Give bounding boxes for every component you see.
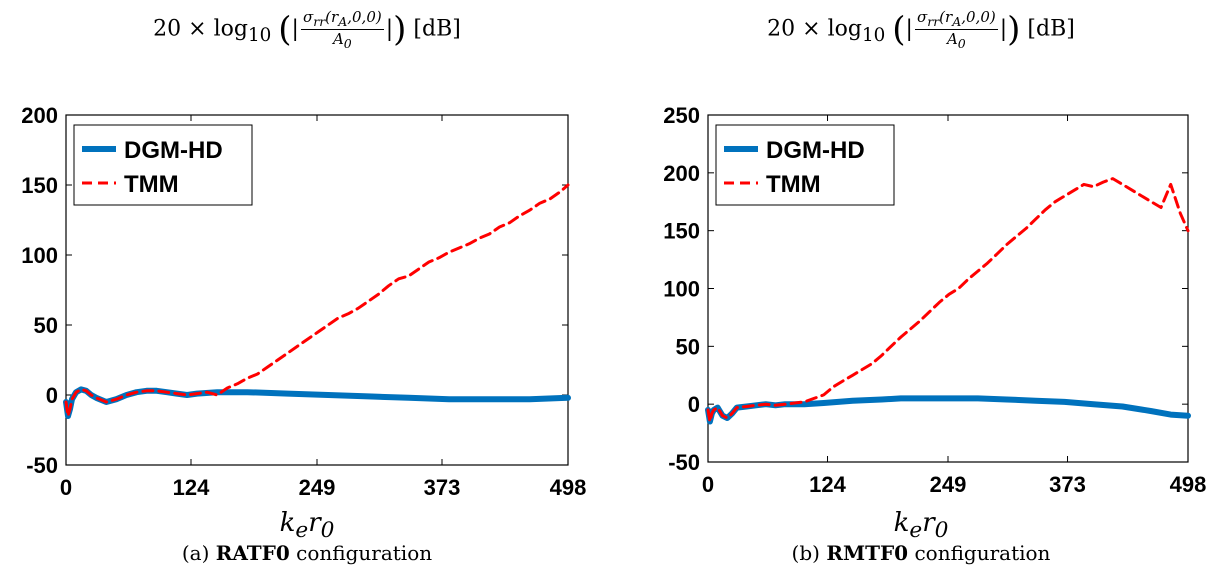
y-tick-label: 0 bbox=[46, 383, 58, 408]
y-tick-label: -50 bbox=[26, 453, 58, 478]
y-tick-label: 150 bbox=[21, 173, 58, 198]
x-axis-label: ker0 bbox=[0, 508, 614, 543]
title-num-end: ,0,0) bbox=[347, 8, 382, 26]
title-log-base: 10 bbox=[861, 24, 886, 46]
legend-label: DGM-HD bbox=[766, 137, 865, 164]
x-axis-label: ker0 bbox=[614, 508, 1228, 543]
series-line-tmm bbox=[64, 183, 570, 418]
y-tick-label: 250 bbox=[663, 103, 700, 128]
title-num: σ bbox=[302, 8, 314, 26]
title-num-sub2: A bbox=[338, 14, 348, 29]
title-den: A bbox=[946, 30, 958, 48]
title-right-paren: ) bbox=[1007, 9, 1021, 50]
title-num-rest: (r bbox=[939, 8, 953, 26]
xlabel-r: r bbox=[922, 508, 935, 538]
legend bbox=[715, 124, 895, 206]
title-left-paren: ( bbox=[278, 9, 292, 50]
x-tick-label: 124 bbox=[809, 472, 846, 497]
xlabel-sub-e: e bbox=[909, 518, 923, 544]
title-den: A bbox=[332, 30, 344, 48]
caption-label: (a) bbox=[181, 541, 210, 565]
panel-b: 20 × log10 (| σrr(rA,0,0) A0 |) [dB] -50 0 50… bbox=[614, 0, 1228, 577]
xlabel-r: r bbox=[308, 508, 321, 538]
caption-name: RATF0 bbox=[215, 541, 290, 565]
x-tick-label: 124 bbox=[173, 475, 210, 500]
title-left-paren: ( bbox=[892, 9, 906, 50]
x-tick-label: 249 bbox=[299, 475, 336, 500]
y-tick-label: 50 bbox=[34, 313, 58, 338]
caption-suffix: configuration bbox=[914, 541, 1051, 565]
title-den-sub: 0 bbox=[343, 36, 352, 51]
title-log-base: 10 bbox=[247, 24, 272, 46]
xlabel-sub-e: e bbox=[295, 518, 309, 544]
figure-caption: (a) RATF0 configuration bbox=[0, 541, 614, 565]
title-num: σ bbox=[916, 8, 928, 26]
series-line-tmm bbox=[706, 177, 1190, 423]
legend-label: TMM bbox=[766, 171, 821, 198]
title-prefix: 20 × log bbox=[153, 16, 248, 42]
title-num-sub: rr bbox=[313, 14, 326, 29]
x-tick-label: 249 bbox=[930, 472, 967, 497]
y-tick-label: 100 bbox=[663, 277, 700, 302]
xlabel-sub-0: 0 bbox=[320, 518, 335, 544]
legend bbox=[73, 124, 253, 206]
y-tick-label: 200 bbox=[663, 161, 700, 186]
title-fraction: σrr(rA,0,0) A0 bbox=[300, 8, 384, 51]
title-prefix: 20 × log bbox=[767, 16, 862, 42]
legend-label: TMM bbox=[124, 171, 179, 198]
title-right-paren: ) bbox=[393, 9, 407, 50]
figure-caption: (b) RMTF0 configuration bbox=[614, 541, 1228, 565]
y-tick-label: 0 bbox=[688, 392, 700, 417]
xlabel-k: k bbox=[893, 508, 910, 538]
title-num-end: ,0,0) bbox=[961, 8, 996, 26]
xlabel-sub-0: 0 bbox=[934, 518, 949, 544]
x-tick-label: 498 bbox=[550, 475, 587, 500]
caption-label: (b) bbox=[791, 541, 820, 565]
y-tick-label: 200 bbox=[21, 103, 58, 128]
title-unit: [dB] bbox=[1027, 16, 1075, 42]
series-line-dgm-hd bbox=[705, 395, 1191, 425]
title-num-sub: rr bbox=[927, 14, 940, 29]
title-den-sub: 0 bbox=[957, 36, 966, 51]
x-tick-label: 498 bbox=[1170, 472, 1207, 497]
chart-title: 20 × log10 (| σrr(rA,0,0) A0 |) [dB] bbox=[153, 8, 461, 51]
x-tick-label: 373 bbox=[1049, 472, 1086, 497]
title-num-sub2: A bbox=[952, 14, 962, 29]
y-tick-label: 150 bbox=[663, 219, 700, 244]
x-tick-label: 0 bbox=[60, 475, 72, 500]
y-tick-label: 100 bbox=[21, 243, 58, 268]
title-fraction: σrr(rA,0,0) A0 bbox=[914, 8, 998, 51]
title-unit: [dB] bbox=[413, 16, 461, 42]
legend-label: DGM-HD bbox=[124, 137, 223, 164]
caption-suffix: configuration bbox=[296, 541, 433, 565]
y-tick-label: -50 bbox=[668, 450, 700, 475]
x-tick-label: 373 bbox=[424, 475, 461, 500]
x-tick-label: 0 bbox=[702, 472, 714, 497]
y-tick-label: 50 bbox=[676, 334, 700, 359]
caption-name: RMTF0 bbox=[826, 541, 909, 565]
chart-title: 20 × log10 (| σrr(rA,0,0) A0 |) [dB] bbox=[767, 8, 1075, 51]
xlabel-k: k bbox=[279, 508, 296, 538]
series-line-dgm-hd bbox=[63, 386, 571, 419]
title-num-rest: (r bbox=[325, 8, 339, 26]
panel-a: 20 × log10 (| σrr(rA,0,0) A0 |) [dB] -50 0 50… bbox=[0, 8, 614, 565]
